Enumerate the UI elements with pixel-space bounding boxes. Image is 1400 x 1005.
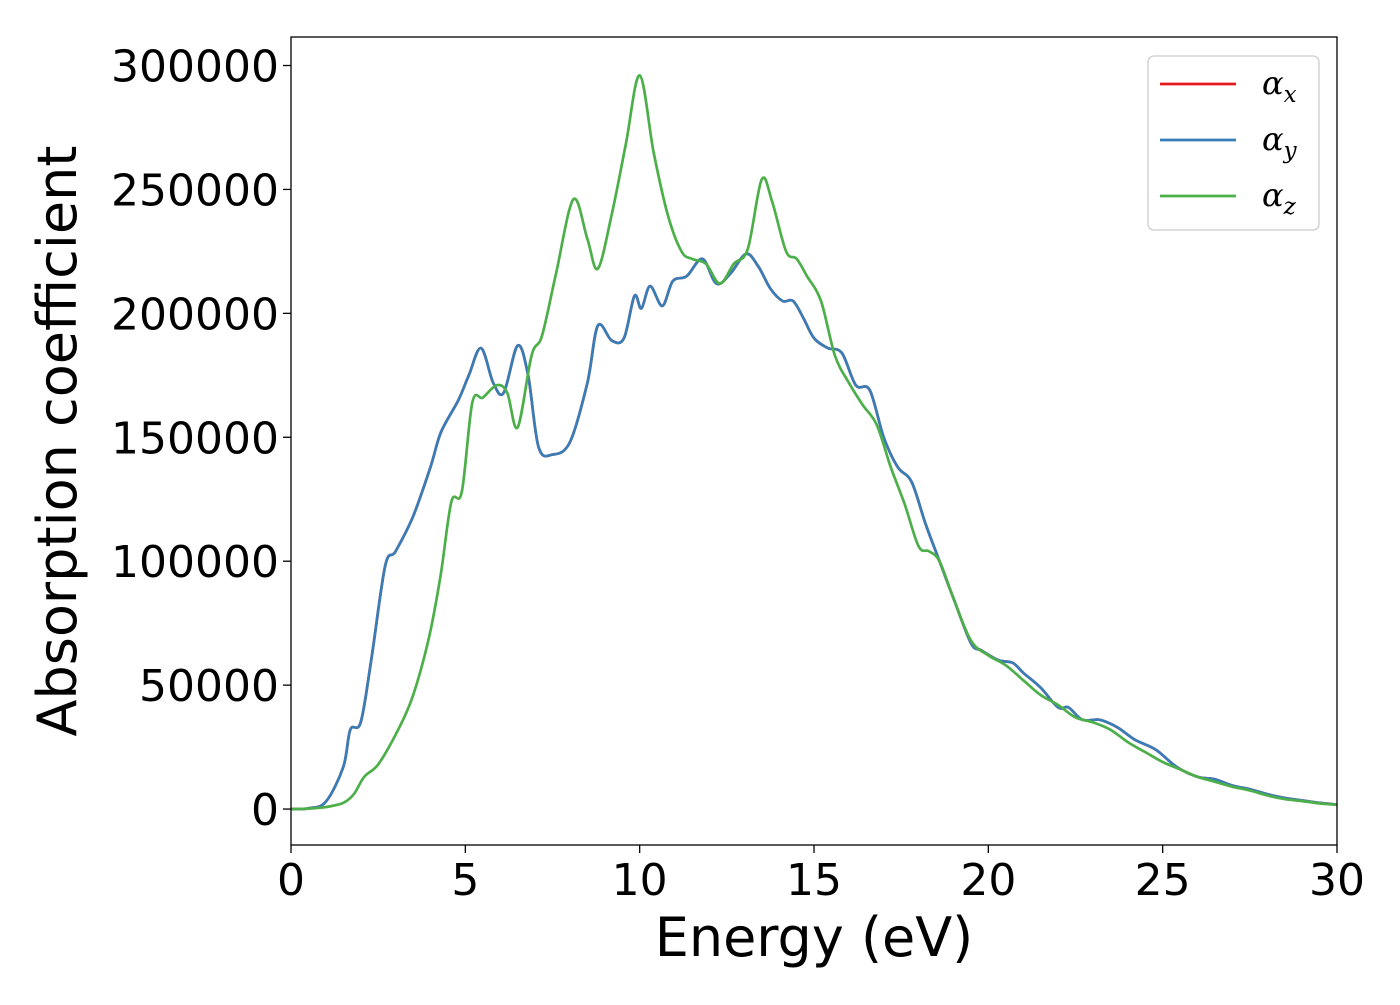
legend-box — [1147, 55, 1320, 231]
series-line-z — [290, 74, 1338, 811]
x-axis-title: Energy (eV) — [655, 906, 974, 969]
y-tick-label: 100000 — [111, 537, 279, 588]
x-tick-label: 25 — [1135, 855, 1191, 906]
y-tick-label: 50000 — [139, 661, 279, 712]
x-tick-label: 30 — [1309, 855, 1365, 906]
x-tick-label: 5 — [451, 855, 479, 906]
x-tick-label: 15 — [786, 855, 842, 906]
axis-ticks: 0 5 10 15 20 25 30 0 50000 100000 150000 200000 2500… — [111, 42, 1365, 906]
y-tick-label: 200000 — [111, 289, 279, 340]
y-tick-label: 300000 — [111, 42, 279, 93]
y-tick-label: 0 — [251, 785, 279, 836]
y-tick-label: 250000 — [111, 165, 279, 216]
x-tick-label: 20 — [960, 855, 1016, 906]
x-tick-label: 10 — [612, 855, 668, 906]
series-lines — [290, 74, 1338, 811]
x-tick-label: 0 — [277, 855, 305, 906]
y-axis-title: Absorption coefficient — [26, 146, 89, 737]
y-tick-label: 150000 — [111, 413, 279, 464]
series-line-y — [290, 252, 1338, 811]
